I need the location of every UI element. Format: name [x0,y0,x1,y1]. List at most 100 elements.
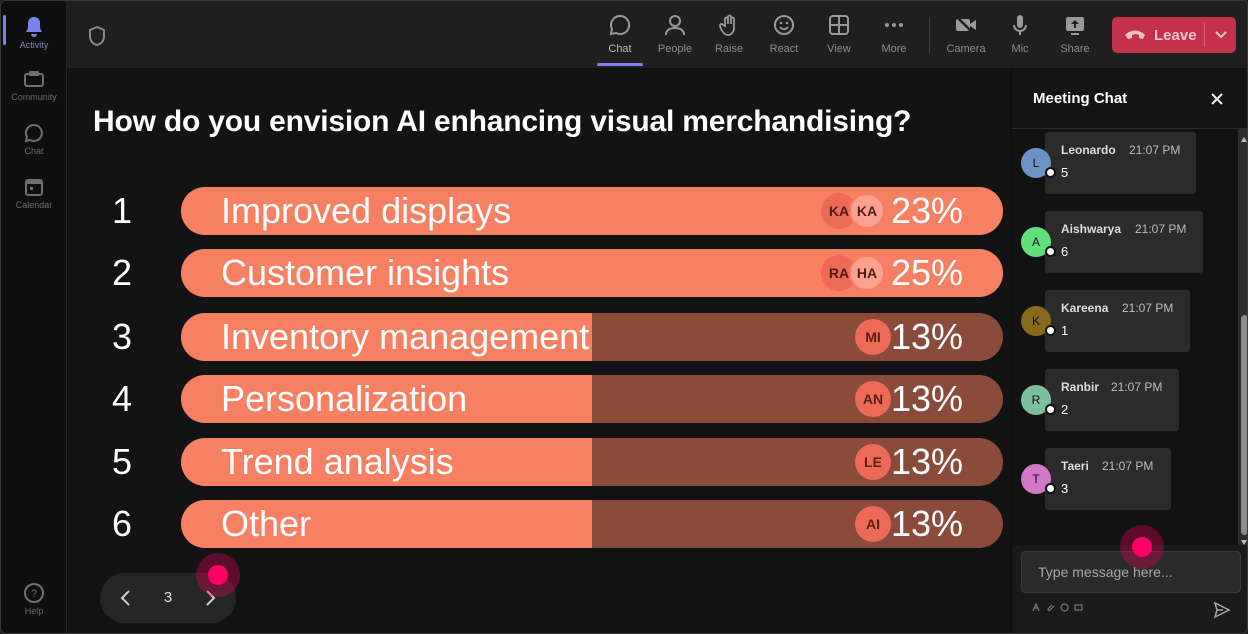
toolbar-react-button[interactable]: React [759,11,809,61]
voter-avatars: LE [855,444,891,480]
calendar-icon [23,176,45,198]
poll-option-percent: 13% [890,503,963,544]
message-text: 1 [1061,323,1069,338]
rail-item-activity[interactable]: Activity [1,9,67,57]
left-rail: Activity Community Chat Calendar ? Help [1,1,67,633]
toolbar-chat-button[interactable]: Chat [595,11,645,61]
toolbar-label: Share [1060,43,1090,55]
chat-message[interactable]: Taeri 21:07 PM 3 T [1012,448,1238,512]
message-bubble: Ranbir 21:07 PM 2 [1045,369,1179,431]
message-sender: Taeri [1061,459,1089,473]
poll-option-fill [181,313,592,361]
voter-avatar: LE [855,444,891,480]
poll-option-6[interactable]: 6 Other AI 13% [97,500,1007,548]
toolbar-share-button[interactable]: Share [1050,11,1100,61]
scroll-down-icon[interactable] [1240,533,1247,545]
poll-option-bar: Trend analysis LE 13% [181,438,1003,486]
poll-option-3[interactable]: 3 Inventory management MI 13% [97,313,1007,361]
poll-option-number: 1 [111,190,133,231]
rail-label: Calendar [15,200,53,210]
message-bubble: Leonardo 21:07 PM 5 [1045,132,1196,194]
svg-text:?: ? [31,588,37,600]
rail-item-community[interactable]: Community [1,61,67,109]
rail-item-chat[interactable]: Chat [1,115,67,163]
chat-message-input[interactable] [1022,552,1240,592]
toolbar-view-button[interactable]: View [814,11,864,61]
chevron-down-icon[interactable] [1212,25,1230,43]
chevron-right-icon[interactable] [200,588,220,608]
poll-option-label: Personalization [221,378,468,419]
toolbar-mic-button[interactable]: Mic [995,11,1045,61]
toolbar-label: React [769,43,799,55]
toolbar-people-button[interactable]: People [650,11,700,61]
toolbar-label: View [827,43,851,55]
chat-message[interactable]: Leonardo 21:07 PM 5 L [1012,132,1238,196]
poll-option-percent: 13% [890,378,963,419]
cursor-indicator [196,553,240,597]
message-bubble: Taeri 21:07 PM 3 [1045,448,1171,510]
voter-avatar: KA [849,193,885,229]
composer-tools [1032,602,1083,615]
chat-title: Meeting Chat [1033,90,1128,107]
poll-option-number: 2 [111,252,133,293]
poll-option-bar: Other AI 13% [181,500,1003,548]
react-icon [772,13,796,37]
chevron-left-icon[interactable] [116,588,136,608]
avatar[interactable]: K [1021,306,1051,336]
message-sender: Kareena [1061,301,1109,315]
message-time: 21:07 PM [1102,459,1154,473]
poll-option-number: 4 [111,378,133,419]
toolbar-raise-button[interactable]: Raise [704,11,754,61]
poll-option-label: Other [221,503,312,544]
poll-option-bar: Personalization AN 13% [181,375,1003,423]
message-bubble: Kareena 21:07 PM 1 [1045,290,1190,352]
message-sender: Aishwarya [1061,222,1122,236]
rail-item-help[interactable]: ? Help [1,575,67,623]
attach-icon[interactable] [1046,603,1055,612]
toolbar-more-button[interactable]: More [869,11,919,61]
close-icon[interactable] [1208,90,1226,108]
poll-option-2[interactable]: 2 Customer insights RA HA 25% [97,249,1007,297]
voter-avatar: KA [821,193,857,229]
chat-icon [23,122,45,144]
leave-button[interactable]: Leave [1112,17,1236,53]
message-text: 6 [1061,244,1069,259]
poll-option-bar: Inventory management MI 13% [181,313,1003,361]
toolbar-label: Raise [714,43,744,55]
rail-label: Chat [24,146,44,156]
chat-message[interactable]: Kareena 21:07 PM 1 K [1012,290,1238,354]
poll-option-bar: Customer insights RA HA 25% [181,249,1003,297]
bell-icon [23,16,45,38]
toolbar-label: Chat [608,43,632,55]
message-text: 3 [1061,481,1069,496]
message-time: 21:07 PM [1135,222,1187,236]
format-icon[interactable] [1032,602,1041,612]
scroll-up-icon[interactable] [1240,131,1247,142]
voter-avatars: AN [855,381,891,417]
poll-option-label: Customer insights [221,252,510,293]
chat-active-underline [597,63,643,66]
voter-avatars: KA KA [821,193,885,229]
poll-option-1[interactable]: 1 Improved displays KA KA 23% [97,187,1007,235]
poll-option-number: 6 [111,503,133,544]
toolbar-label: People [657,43,693,55]
chat-scrollbar[interactable] [1238,129,1247,545]
message-time: 21:07 PM [1122,301,1174,315]
voter-avatar: HA [849,255,885,291]
message-time: 21:07 PM [1129,143,1181,157]
rail-item-calendar[interactable]: Calendar [1,169,67,217]
emoji-icon[interactable] [1060,603,1069,612]
chat-icon [608,13,632,37]
send-icon[interactable] [1213,601,1231,619]
scrollbar-thumb[interactable] [1241,315,1247,535]
toolbar-camera-button[interactable]: Camera [941,11,991,61]
chat-message[interactable]: Ranbir 21:07 PM 2 R [1012,369,1238,433]
chat-message[interactable]: Aishwarya 21:07 PM 6 A [1012,211,1238,275]
poll-option-5[interactable]: 5 Trend analysis LE 13% [97,438,1007,486]
poll-option-4[interactable]: 4 Personalization AN 13% [97,375,1007,423]
chat-message-list[interactable]: Leonardo 21:07 PM 5 L Aishwarya 21:07 PM 6 A Kar… [1012,129,1238,545]
more-icon [882,13,906,37]
poll-option-percent: 13% [890,316,963,357]
gif-icon[interactable] [1074,603,1083,612]
slide-pager: 3 [100,573,236,623]
